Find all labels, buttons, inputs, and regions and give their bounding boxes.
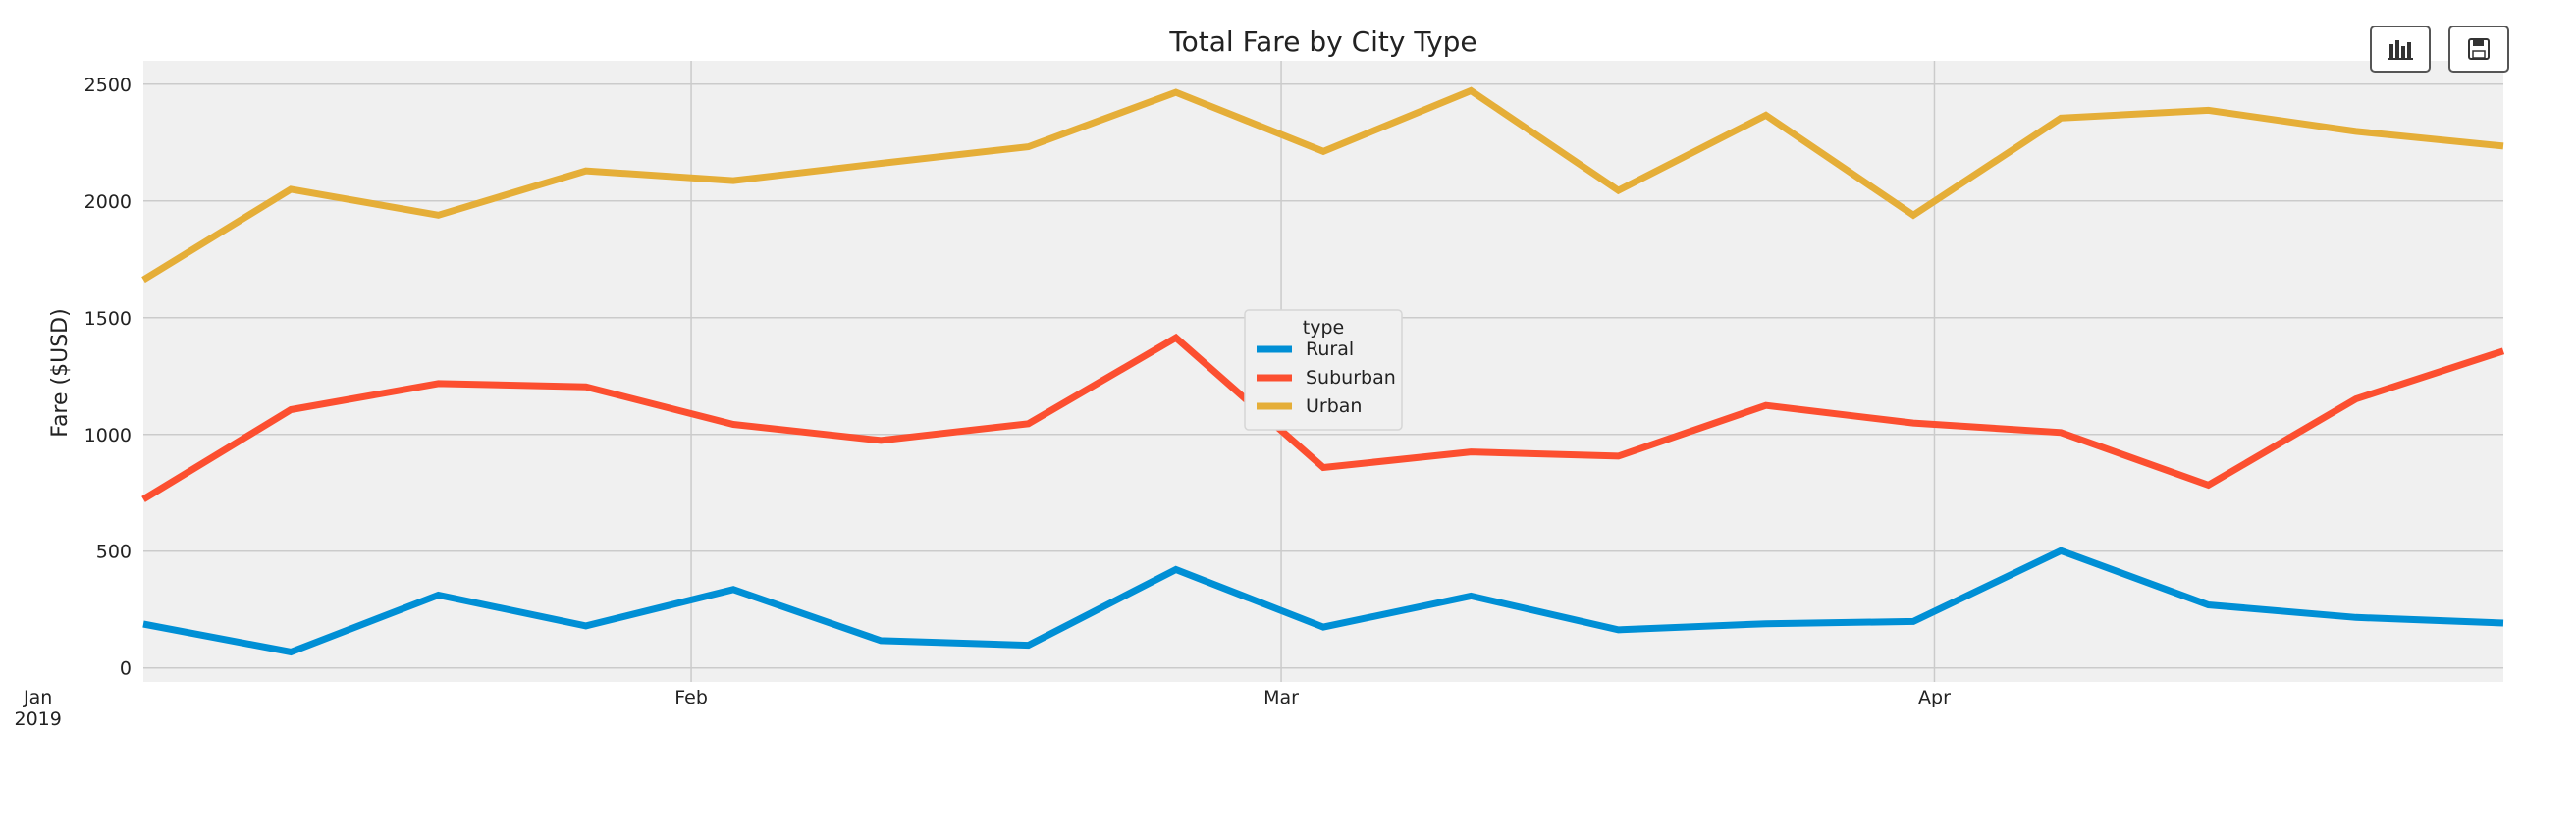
legend-label-rural: Rural xyxy=(1306,339,1354,360)
x-tick-label: Mar xyxy=(1263,687,1299,708)
series-line-urban xyxy=(141,86,2504,284)
legend-box xyxy=(1244,309,1403,431)
legend-label-urban: Urban xyxy=(1306,395,1362,417)
y-tick-label: 500 xyxy=(96,542,132,563)
floppy-disk-icon xyxy=(2468,38,2490,60)
y-axis-label: Fare ($USD) xyxy=(48,308,73,437)
x-tick-label: Apr xyxy=(1918,687,1951,708)
bar-chart-icon xyxy=(2388,38,2413,60)
y-tick-label: 1000 xyxy=(84,425,132,446)
legend-title: type xyxy=(1303,317,1344,339)
x-tick-label: Feb xyxy=(674,687,708,708)
grid-lines xyxy=(143,61,2503,682)
series-lines xyxy=(141,86,2505,656)
series-line-rural xyxy=(142,547,2504,656)
y-tick-label: 1500 xyxy=(84,308,132,330)
y-tick-label: 0 xyxy=(120,658,132,680)
chart-title: Total Fare by City Type xyxy=(1168,26,1476,58)
legend-label-suburban: Suburban xyxy=(1306,367,1396,389)
legend: type Rural Suburban Urban xyxy=(1244,309,1403,431)
x-tick-label: Jan xyxy=(23,687,52,708)
series-line-suburban xyxy=(141,333,2505,502)
x-tick-sublabel: 2019 xyxy=(14,708,61,730)
save-button[interactable] xyxy=(2448,26,2509,73)
chart-view-button[interactable] xyxy=(2370,26,2431,73)
y-tick-label: 2000 xyxy=(84,191,132,213)
y-tick-label: 2500 xyxy=(84,75,132,96)
